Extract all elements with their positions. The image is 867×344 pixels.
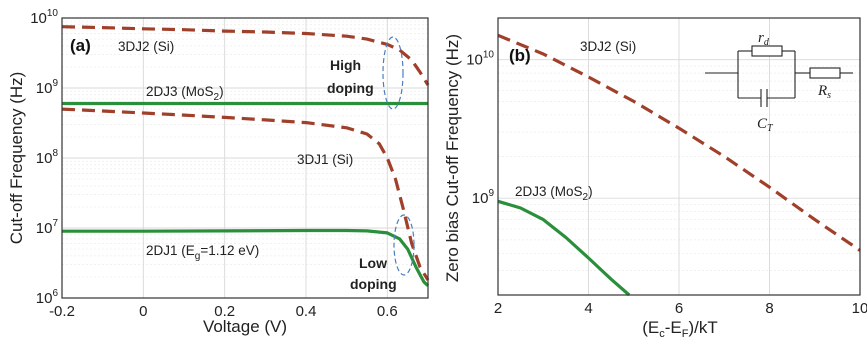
y-tick-label: 106 (36, 288, 59, 307)
label-ct: CT (757, 116, 774, 134)
x-tick-label: 6 (675, 300, 683, 317)
panel-b-grid (497, 18, 861, 295)
panel-b-label: (b) (509, 46, 531, 65)
panel-a-ticks: 106 107 108 109 1010 -0.2 0 0.2 0.4 0.6 (30, 8, 398, 320)
panel-a-xlabel: Voltage (V) (203, 317, 287, 336)
y-tick-label: 1010 (466, 50, 494, 69)
panel-b-ylabel: Zero bias Cut-off Frequency (Hz) (443, 34, 462, 282)
label-rd: rd (758, 30, 770, 48)
panel-a-label: (a) (70, 36, 91, 55)
panel-b-series (497, 33, 861, 297)
high-doping-ellipse (382, 36, 404, 110)
panel-a-frame (61, 17, 429, 299)
label-low-1: Low (359, 255, 387, 271)
y-tick-label: 1010 (30, 8, 58, 27)
label-3dj1: 3DJ1 (Si) (297, 152, 353, 167)
series-line-a-2 (61, 107, 430, 281)
series-line-b-0 (497, 33, 861, 252)
panel-a-series (61, 25, 430, 287)
series-line-a-0 (61, 25, 430, 86)
x-tick-label: 0 (139, 303, 147, 320)
y-tick-label: 109 (36, 78, 59, 97)
label-3dj2-a: 3DJ2 (Si) (118, 39, 174, 54)
panel-a-chart: 106 107 108 109 1010 -0.2 0 0.2 0.4 0.6 (a) 3DJ2 … (7, 8, 430, 336)
x-tick-label: -0.2 (49, 303, 75, 320)
label-low-2: doping (350, 276, 397, 292)
label-rs: Rs (817, 83, 831, 101)
x-tick-label: 0.6 (377, 303, 398, 320)
label-high-2: doping (327, 80, 374, 96)
x-tick-label: 2 (494, 300, 502, 317)
series-line-a-3 (62, 228, 430, 287)
y-tick-label: 108 (36, 148, 59, 167)
x-tick-label: 8 (765, 300, 773, 317)
panel-b-xlabel: (Ec-EF)/kT (642, 318, 718, 340)
x-tick-label: 0.2 (214, 303, 235, 320)
label-2dj1: 2DJ1 (Eg=1.12 eV) (146, 243, 259, 262)
panel-a-ylabel: Cut-off Frequency (Hz) (7, 72, 26, 245)
low-doping-ellipse (393, 214, 415, 276)
label-high-1: High (330, 57, 361, 73)
resistor-rs (809, 67, 841, 79)
x-tick-label: 10 (852, 300, 867, 317)
equivalent-circuit (705, 45, 853, 107)
label-2dj3-b: 2DJ3 (MoS2) (515, 184, 593, 203)
x-tick-label: 0.4 (296, 303, 317, 320)
y-tick-label: 107 (36, 218, 59, 237)
y-tick-label: 109 (472, 188, 495, 207)
label-2dj3-a: 2DJ3 (MoS2) (146, 84, 224, 103)
label-3dj2-b: 3DJ2 (Si) (580, 39, 636, 54)
panel-b-ticks: 109 1010 2 4 6 8 10 (466, 50, 867, 317)
x-tick-label: 4 (584, 300, 592, 317)
series-line-b-1 (497, 199, 631, 297)
panel-b-frame (497, 17, 861, 296)
